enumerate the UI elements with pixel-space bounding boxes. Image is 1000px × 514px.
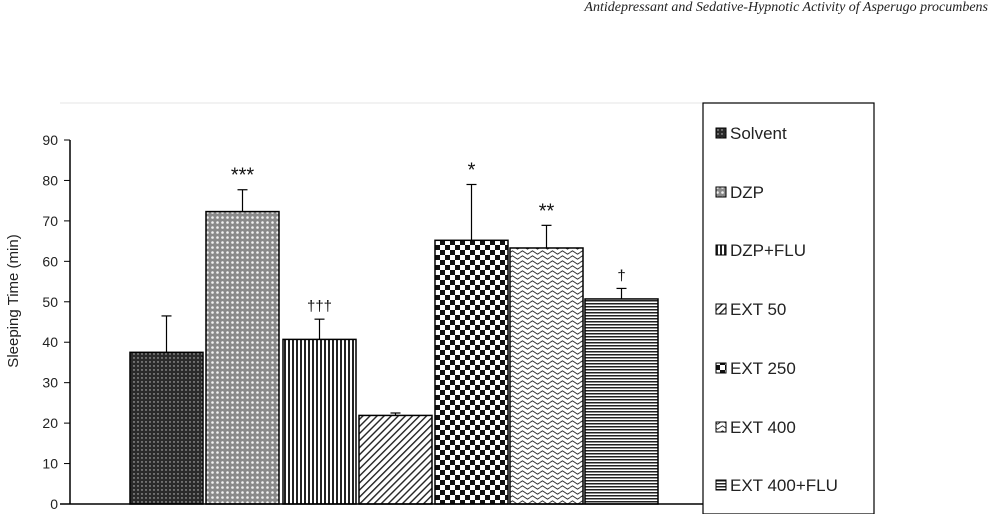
legend-box — [702, 102, 875, 514]
y-axis-label: Sleeping Time (min) — [5, 234, 22, 367]
legend-label: EXT 400+FLU — [730, 476, 838, 495]
legend: Solvent DZP DZP+FLU EXT 50 EXT 250 EXT 400 EXT… — [715, 124, 838, 495]
significance-label: ** — [539, 200, 555, 222]
y-tick-label: 70 — [42, 213, 58, 229]
error-bars-layer — [161, 183, 627, 416]
legend-swatch — [715, 186, 727, 198]
y-tick-label: 30 — [42, 375, 58, 391]
legend-swatch — [715, 421, 727, 433]
bar-solvent — [129, 351, 204, 505]
significance-label: *** — [231, 165, 255, 187]
y-tick-label: 20 — [42, 415, 58, 431]
legend-label: EXT 50 — [730, 300, 786, 319]
running-header: Antidepressant and Sedative-Hypnotic Act… — [584, 0, 988, 15]
y-tick-label: 50 — [42, 294, 58, 310]
significance-annotations: ***†††***† — [231, 159, 626, 315]
legend-swatch — [715, 244, 727, 256]
y-tick-label: 0 — [50, 496, 58, 512]
legend-swatch — [715, 479, 727, 491]
legend-label: EXT 250 — [730, 359, 796, 378]
y-tick-label: 10 — [42, 456, 58, 472]
y-tick-label: 60 — [42, 253, 58, 269]
legend-label: DZP — [730, 183, 764, 202]
legend-swatch — [715, 362, 727, 374]
y-tick-label: 40 — [42, 334, 58, 350]
significance-label: * — [468, 159, 476, 181]
legend-label: Solvent — [730, 124, 787, 143]
legend-label: EXT 400 — [730, 418, 796, 437]
bar-ext-50 — [358, 414, 433, 505]
significance-label: † — [617, 267, 625, 284]
bar-dzp — [205, 210, 280, 505]
legend-label: DZP+FLU — [730, 241, 806, 260]
y-axis: 0 10 20 30 40 50 60 70 80 90 — [42, 132, 71, 512]
significance-label: ††† — [307, 298, 332, 315]
bar-dzp-flu — [282, 338, 357, 505]
y-tick-label: 80 — [42, 172, 58, 188]
legend-swatch — [715, 303, 727, 315]
y-tick-label: 90 — [42, 132, 58, 148]
bar-ext-400 — [509, 247, 584, 505]
legend-swatch — [715, 127, 727, 139]
bars-layer — [129, 210, 659, 505]
bar-ext-400-flu — [584, 298, 659, 505]
bar-ext-250 — [434, 239, 509, 505]
